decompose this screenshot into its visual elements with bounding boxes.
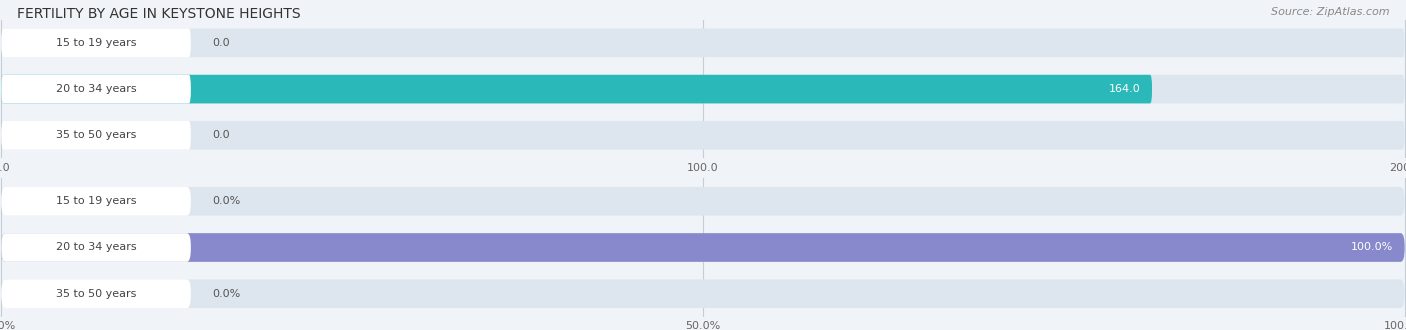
Text: 0.0: 0.0 [212, 38, 229, 48]
FancyBboxPatch shape [1, 121, 191, 149]
Text: Source: ZipAtlas.com: Source: ZipAtlas.com [1271, 7, 1389, 16]
FancyBboxPatch shape [1, 233, 1405, 262]
FancyBboxPatch shape [1, 75, 1405, 103]
FancyBboxPatch shape [1, 75, 1152, 103]
Text: 164.0: 164.0 [1109, 84, 1140, 94]
Text: 15 to 19 years: 15 to 19 years [56, 196, 136, 206]
FancyBboxPatch shape [1, 187, 191, 215]
Text: 35 to 50 years: 35 to 50 years [56, 289, 136, 299]
FancyBboxPatch shape [1, 233, 191, 262]
FancyBboxPatch shape [1, 280, 191, 308]
Text: 15 to 19 years: 15 to 19 years [56, 38, 136, 48]
Text: 100.0%: 100.0% [1351, 243, 1393, 252]
FancyBboxPatch shape [1, 29, 191, 57]
Text: 20 to 34 years: 20 to 34 years [56, 243, 136, 252]
FancyBboxPatch shape [1, 280, 1405, 308]
FancyBboxPatch shape [1, 233, 1405, 262]
Text: 0.0%: 0.0% [212, 289, 240, 299]
Text: 0.0: 0.0 [212, 130, 229, 140]
Text: 35 to 50 years: 35 to 50 years [56, 130, 136, 140]
FancyBboxPatch shape [1, 121, 1405, 149]
FancyBboxPatch shape [1, 29, 1405, 57]
Text: FERTILITY BY AGE IN KEYSTONE HEIGHTS: FERTILITY BY AGE IN KEYSTONE HEIGHTS [17, 7, 301, 20]
FancyBboxPatch shape [1, 187, 1405, 215]
FancyBboxPatch shape [1, 75, 191, 103]
Text: 20 to 34 years: 20 to 34 years [56, 84, 136, 94]
Text: 0.0%: 0.0% [212, 196, 240, 206]
